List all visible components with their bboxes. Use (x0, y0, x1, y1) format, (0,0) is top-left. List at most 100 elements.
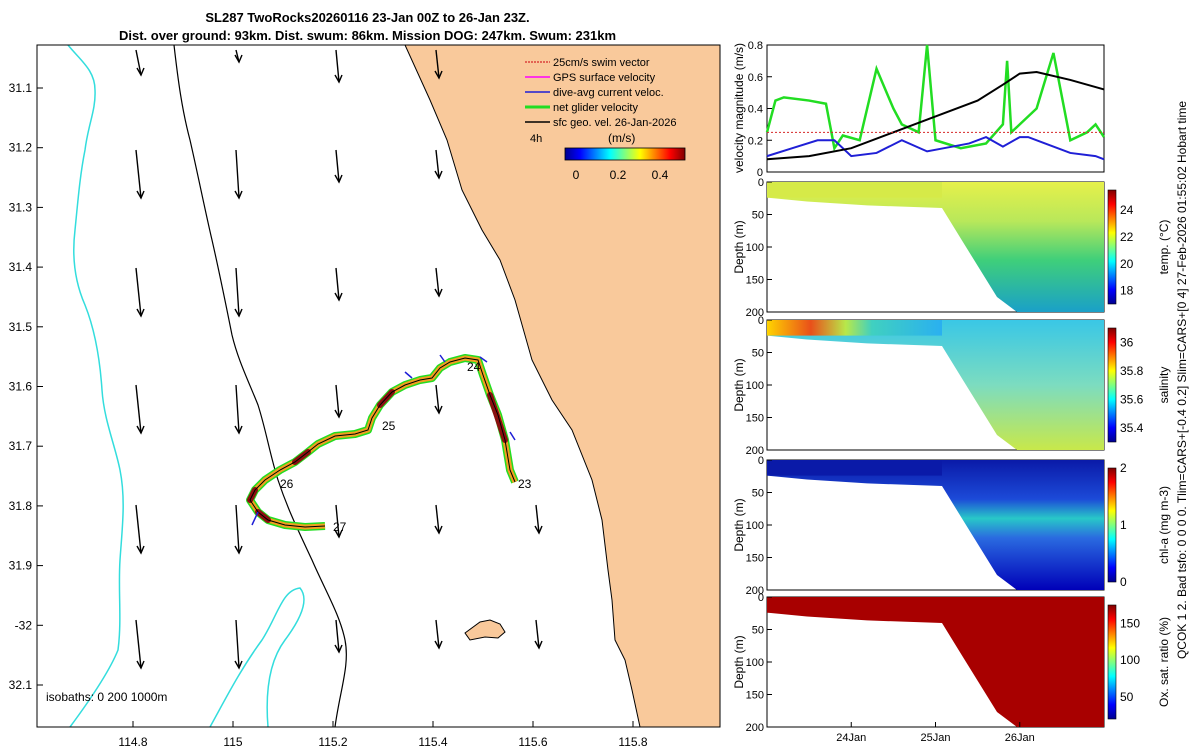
geo-arrow-shaft (235, 384, 240, 434)
section-surface-layer (767, 182, 942, 198)
geo-arrow-shaft (535, 619, 540, 649)
geo-arrow-head (136, 190, 145, 200)
velocity-ytick-label: 0.4 (748, 104, 763, 116)
velocity-series-dive-avg-current-veloc- (766, 135, 1105, 161)
map-panel (36, 44, 721, 728)
dive-current-arrow (439, 354, 446, 363)
colorbar-title: (m/s) (608, 131, 635, 145)
section-ylabel: Depth (m) (732, 498, 746, 551)
map-ytick-label: 32.1 (9, 678, 33, 692)
land-mass (404, 44, 721, 728)
geo-arrow-shaft (235, 267, 240, 317)
geo-arrow-shaft (135, 149, 142, 199)
section-cbar-label: Ox. sat. ratio (%) (1157, 617, 1171, 707)
geo-arrow-head (434, 70, 443, 80)
velocity-ylabel: velocity magnitude (m/s) (732, 43, 746, 173)
section-xtick-label: 24Jan (836, 732, 866, 744)
geo-arrow-head (234, 545, 243, 555)
geo-arrow-head (434, 525, 443, 535)
section-ylabel: Depth (m) (732, 635, 746, 688)
glider-track (246, 354, 519, 531)
day-label-23: 23 (518, 477, 532, 491)
section-ytick-label: 100 (746, 520, 764, 532)
section-ytick-label: 200 (746, 307, 764, 319)
section-cbar-tick: 0 (1120, 575, 1127, 589)
section-cbar-tick: 24 (1120, 203, 1134, 217)
geo-arrow-head (434, 640, 443, 650)
section-xtick-label: 25Jan (921, 732, 951, 744)
map-xtick-label: 115.2 (318, 735, 347, 749)
interval-label: 4h (530, 133, 542, 145)
colorbar-tick-1: 0.2 (610, 168, 627, 182)
section-cbar-tick: 22 (1120, 230, 1134, 244)
section-cbar-tick: 18 (1120, 284, 1134, 298)
geo-arrow-shaft (235, 619, 240, 669)
section-colorbar (1107, 467, 1117, 583)
map-xtick-label: 115.6 (518, 735, 547, 749)
velocity-ytick-label: 0.2 (748, 135, 763, 147)
geo-arrow-shaft (135, 504, 142, 554)
geo-arrow-head (136, 67, 145, 77)
geo-arrow-shaft (435, 149, 440, 179)
velocity-series-net-glider-velocity (765, 44, 1106, 152)
geo-arrow-shaft (335, 504, 340, 538)
section-cbar-tick: 35.8 (1120, 364, 1144, 378)
section-cbar-tick: 20 (1120, 257, 1134, 271)
geo-arrow-shaft (135, 619, 142, 669)
legend-dive-label: dive-avg current veloc. (553, 87, 664, 99)
geo-arrow-head (334, 644, 343, 654)
geo-arrow-head (136, 545, 145, 555)
geo-arrow-head (234, 660, 243, 670)
velocity-series (765, 44, 1106, 161)
geo-arrow-head (136, 308, 145, 318)
velocity-ytick-label: 0.8 (748, 40, 763, 52)
geo-arrow-head (434, 405, 443, 415)
dive-current-arrow (509, 431, 516, 441)
speed-colorbar (564, 147, 686, 161)
geo-arrow-head (334, 409, 343, 419)
section-colorbar (1107, 327, 1117, 443)
geo-arrow-head (534, 525, 543, 535)
dive-current-arrow (404, 371, 413, 379)
section-colorbar (1107, 604, 1117, 720)
velocity-panel: 0 0.2 0.4 0.6 0.8 velocity magnitude (m/s) (732, 40, 1106, 179)
track-line (249, 357, 516, 528)
legend-geo-label: sfc geo. vel. 26-Jan-2026 (553, 117, 677, 129)
section-cbar-tick: 2 (1120, 461, 1127, 475)
section-ylabel: Depth (m) (732, 358, 746, 411)
section-ytick-label: 150 (746, 553, 764, 565)
map-ytick-label: 31.2 (9, 141, 33, 155)
section-ytick-label: 50 (752, 210, 764, 222)
section-data-area (767, 460, 1104, 590)
velocity-ytick-label: 0.6 (748, 72, 763, 84)
geo-arrow-head (136, 425, 145, 435)
section-cbar-tick: 100 (1120, 653, 1140, 667)
colorbar-tick-2: 0.4 (652, 168, 669, 182)
map-xtick-label: 115.4 (418, 735, 447, 749)
section-data-area (767, 320, 1104, 450)
section-ytick-label: 50 (752, 625, 764, 637)
velocity-frame (766, 44, 1105, 173)
geo-arrow-shaft (535, 504, 540, 534)
geo-arrow-shaft (335, 619, 340, 653)
isobath-200m (173, 44, 347, 728)
velocity-ytick-label: 0 (757, 167, 763, 179)
section-ytick-label: 0 (758, 315, 764, 327)
velocity-axis: 0 0.2 0.4 0.6 0.8 (748, 40, 772, 179)
map-ytick-label: 31.7 (9, 439, 33, 453)
geo-arrow-head (136, 660, 145, 670)
day-label-26: 26 (280, 477, 294, 491)
map-ytick-label: 31.4 (9, 260, 33, 274)
legend-net-label: net glider velocity (553, 102, 638, 114)
geo-arrow-shaft (335, 149, 340, 183)
section-data-area (767, 597, 1104, 727)
isobath-1000m (67, 44, 124, 728)
section-cbar-label: chl-a (mg m-3) (1157, 486, 1171, 564)
section-xtick-label: 26Jan (1005, 732, 1035, 744)
geo-arrow-shaft (335, 267, 340, 301)
title-line-2: Dist. over ground: 93km. Dist. swum: 86k… (118, 28, 617, 43)
day-label-25: 25 (382, 419, 396, 433)
geo-arrow-shaft (235, 504, 240, 554)
geo-arrow-head (334, 292, 343, 302)
geo-arrow-head (234, 190, 243, 200)
